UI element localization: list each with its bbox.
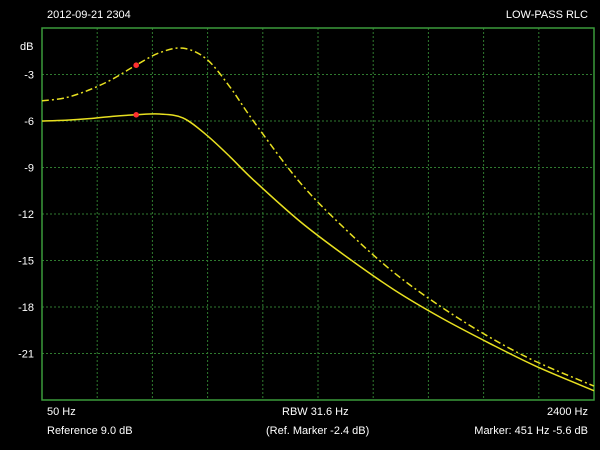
timestamp: 2012-09-21 2304 xyxy=(47,9,131,21)
rbw-readout: RBW 31.6 Hz xyxy=(282,406,349,418)
marker-dot xyxy=(133,112,139,118)
markers xyxy=(133,62,139,118)
y-tick-label: -6 xyxy=(24,116,34,128)
y-tick-label: -21 xyxy=(18,349,34,361)
trace-dashdot xyxy=(41,47,595,387)
y-tick-label: -12 xyxy=(18,209,34,221)
trace-solid xyxy=(41,113,595,392)
grid xyxy=(42,28,594,400)
marker-readout: Marker: 451 Hz -5.6 dB xyxy=(474,425,588,437)
y-tick-label: -3 xyxy=(24,70,34,82)
plot-frame xyxy=(41,27,595,401)
chart-title: LOW-PASS RLC xyxy=(505,9,588,21)
traces xyxy=(41,47,595,392)
ref-marker-readout: (Ref. Marker -2.4 dB) xyxy=(266,425,370,437)
y-tick-label: -15 xyxy=(18,256,34,268)
reference-level: Reference 9.0 dB xyxy=(47,425,133,437)
y-tick-labels: -3 -6 -9 -12 -15 -18 -21 xyxy=(18,70,34,361)
y-tick-label: -9 xyxy=(24,163,34,175)
y-axis-label: dB xyxy=(20,41,33,53)
y-tick-label: -18 xyxy=(18,302,34,314)
stop-frequency: 2400 Hz xyxy=(547,406,588,418)
marker-dot xyxy=(133,62,139,68)
start-frequency: 50 Hz xyxy=(47,406,76,418)
